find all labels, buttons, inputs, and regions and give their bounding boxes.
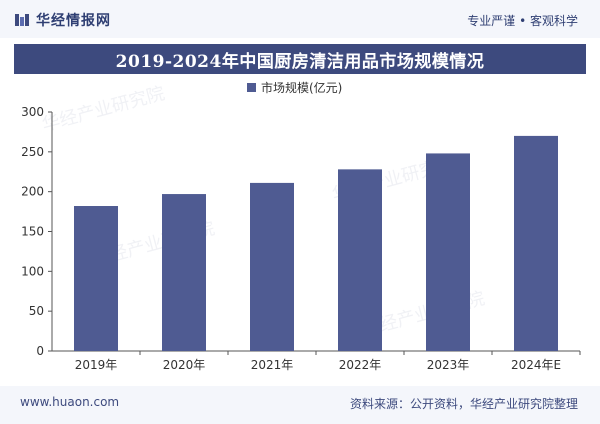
header-bar: 华经情报网 专业严谨 • 客观科学: [0, 0, 600, 38]
y-tick-label: 150: [21, 225, 44, 239]
x-tick-label: 2019年: [75, 358, 118, 372]
chart-title-bar: 2019-2024年中国厨房清洁用品市场规模情况: [14, 44, 586, 74]
legend-label: 市场规模(亿元): [261, 80, 342, 95]
x-tick-label: 2021年: [251, 358, 294, 372]
brand-logo-icon: [15, 14, 29, 26]
bar: [426, 153, 470, 351]
bar: [74, 206, 118, 351]
y-tick-label: 0: [36, 344, 44, 358]
y-tick-label: 50: [29, 304, 44, 318]
x-tick-label: 2022年: [339, 358, 382, 372]
footer-url: www.huaon.com: [20, 395, 120, 409]
x-tick-label: 2023年: [427, 358, 470, 372]
chart-title: 2019-2024年中国厨房清洁用品市场规模情况: [115, 51, 485, 72]
bar: [514, 135, 558, 351]
y-tick-label: 300: [21, 105, 44, 119]
footer-bar: www.huaon.com 资料来源：公开资料，华经产业研究院整理: [0, 386, 600, 424]
bar: [162, 194, 206, 351]
legend-swatch: [247, 83, 256, 92]
brand-name: 华经情报网: [36, 13, 111, 29]
footer-source: 资料来源：公开资料，华经产业研究院整理: [349, 397, 578, 411]
slogan: 专业严谨 • 客观科学: [467, 14, 578, 28]
bar: [338, 169, 382, 351]
x-tick-label: 2024年E: [511, 358, 561, 372]
y-tick-label: 200: [21, 185, 44, 199]
y-tick-label: 250: [21, 145, 44, 159]
brand: 华经情报网: [14, 10, 111, 30]
y-tick-label: 100: [21, 264, 44, 278]
bar: [250, 182, 294, 351]
bar-chart: 市场规模(亿元) 0 50 100 150 200 250 300 2019年 2020年 2021…: [21, 80, 581, 372]
x-tick-label: 2020年: [163, 358, 206, 372]
